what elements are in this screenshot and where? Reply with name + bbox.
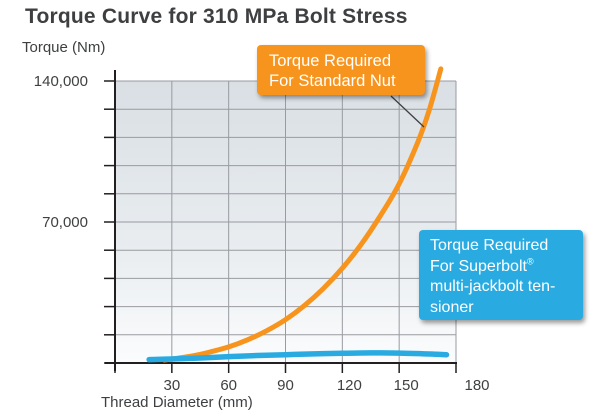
x-tick-label: 30 [163, 377, 180, 394]
x-tick-label: 90 [277, 377, 294, 394]
registered-trademark-symbol: ® [526, 256, 534, 267]
x-axis-title: Thread Diameter (mm) [101, 394, 253, 411]
callout-superbolt: Torque Required For Superbolt® multi-jac… [419, 230, 583, 320]
series-standard-nut-curve [161, 66, 444, 363]
callout-superbolt-line2-text: For Superbolt [430, 257, 527, 275]
chart-title: Torque Curve for 310 MPa Bolt Stress [25, 5, 408, 28]
x-tick-label: 60 [220, 377, 237, 394]
x-tick-label: 120 [337, 377, 362, 394]
callout-superbolt-line2: For Superbolt® [430, 257, 583, 278]
callout-standard-nut-line2: For Standard Nut [269, 71, 396, 90]
callout-leader-line [390, 95, 425, 128]
series-superbolt-curve [146, 350, 450, 363]
x-tick-label: 150 [394, 377, 419, 394]
x-tick-label: 180 [464, 377, 489, 394]
y-tick-label: 70,000 [42, 214, 88, 231]
callout-superbolt-line4: sioner [430, 298, 474, 316]
callout-superbolt-line1: Torque Required [430, 237, 549, 254]
y-tick-label: 140,000 [34, 73, 88, 90]
callout-standard-nut: Torque Required For Standard Nut [257, 45, 425, 95]
callout-superbolt-line3: multi-jackbolt ten- [430, 278, 556, 295]
y-axis-title: Torque (Nm) [22, 39, 106, 56]
callout-standard-nut-line1: Torque Required [269, 52, 391, 70]
